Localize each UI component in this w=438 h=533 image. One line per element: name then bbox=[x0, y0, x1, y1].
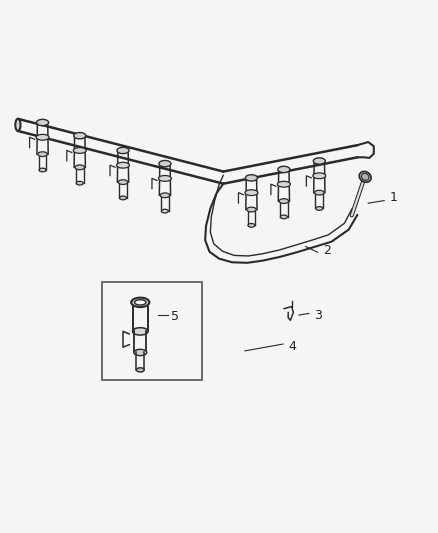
Ellipse shape bbox=[73, 148, 86, 154]
Ellipse shape bbox=[280, 215, 287, 219]
Text: 3: 3 bbox=[314, 309, 322, 321]
Ellipse shape bbox=[316, 207, 323, 211]
Ellipse shape bbox=[117, 147, 129, 154]
Ellipse shape bbox=[245, 190, 258, 196]
Bar bbox=[102, 282, 202, 380]
Ellipse shape bbox=[160, 193, 170, 198]
Ellipse shape bbox=[36, 134, 49, 140]
Text: 1: 1 bbox=[390, 191, 398, 205]
Ellipse shape bbox=[136, 368, 144, 372]
Ellipse shape bbox=[134, 349, 147, 356]
Ellipse shape bbox=[159, 175, 171, 181]
Text: 5: 5 bbox=[171, 310, 180, 323]
Ellipse shape bbox=[76, 181, 83, 185]
Ellipse shape bbox=[359, 172, 371, 182]
Ellipse shape bbox=[159, 160, 171, 167]
Ellipse shape bbox=[247, 207, 256, 212]
Text: 2: 2 bbox=[323, 244, 331, 257]
Ellipse shape bbox=[118, 180, 128, 184]
Ellipse shape bbox=[313, 158, 325, 164]
Ellipse shape bbox=[39, 168, 46, 172]
Ellipse shape bbox=[120, 196, 127, 200]
Ellipse shape bbox=[15, 119, 21, 131]
Ellipse shape bbox=[117, 163, 130, 168]
Ellipse shape bbox=[279, 199, 289, 204]
Ellipse shape bbox=[36, 119, 49, 126]
Ellipse shape bbox=[75, 165, 85, 169]
Ellipse shape bbox=[361, 173, 369, 180]
Ellipse shape bbox=[134, 300, 146, 305]
Ellipse shape bbox=[248, 223, 255, 227]
Ellipse shape bbox=[314, 190, 324, 195]
Ellipse shape bbox=[277, 181, 290, 187]
Ellipse shape bbox=[74, 133, 86, 139]
Ellipse shape bbox=[245, 175, 258, 181]
Ellipse shape bbox=[313, 173, 326, 179]
Ellipse shape bbox=[38, 152, 47, 157]
Ellipse shape bbox=[131, 297, 149, 307]
Text: 4: 4 bbox=[288, 340, 296, 353]
Ellipse shape bbox=[278, 166, 290, 173]
Ellipse shape bbox=[162, 209, 168, 213]
Ellipse shape bbox=[133, 328, 148, 335]
